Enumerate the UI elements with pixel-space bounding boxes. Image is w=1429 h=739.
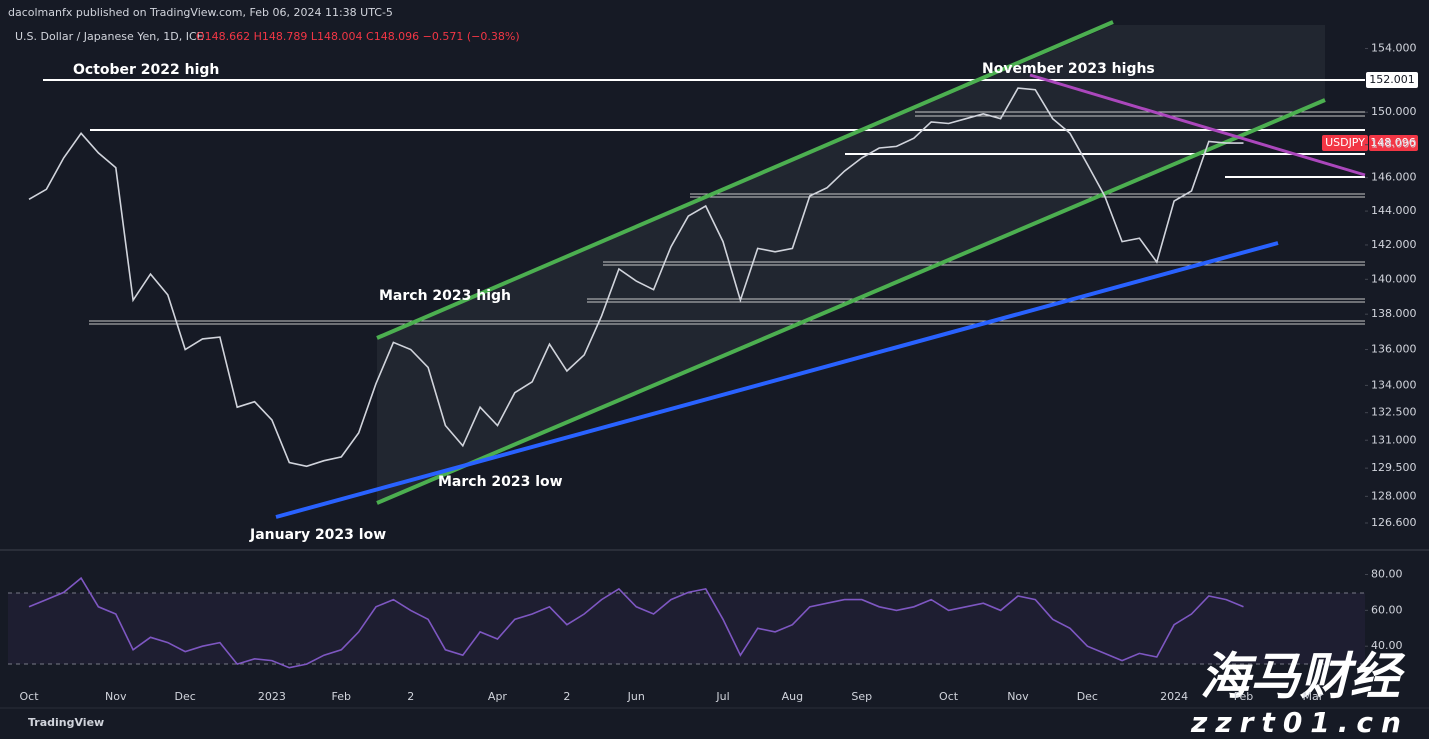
y-tick-label: 128.000 bbox=[1371, 489, 1417, 502]
y-tick-label: 129.500 bbox=[1371, 461, 1417, 474]
channel-upper bbox=[376, 20, 1114, 340]
channel-shade bbox=[377, 25, 1325, 503]
x-tick-label: Feb bbox=[332, 690, 351, 703]
watermark-name: 海马财经 bbox=[1200, 648, 1406, 706]
price-tag bbox=[1369, 135, 1418, 151]
watermark-site: zzrt01.cn bbox=[1190, 706, 1409, 739]
x-tick-label: Dec bbox=[1077, 690, 1098, 703]
x-tick-label: Jun bbox=[627, 690, 645, 703]
y-tick-label: 146.000 bbox=[1371, 171, 1417, 184]
annotation: March 2023 low bbox=[438, 474, 563, 490]
x-tick-label: Oct bbox=[939, 690, 959, 703]
ohlc: O148.662 H148.789 L148.004 C148.096 −0.5… bbox=[196, 30, 520, 43]
x-tick-label: Jul bbox=[715, 690, 729, 703]
y-tick-label: 144.000 bbox=[1371, 204, 1417, 217]
resistance-line bbox=[1029, 73, 1366, 177]
series-line bbox=[28, 87, 1244, 468]
x-tick-label: Nov bbox=[105, 690, 127, 703]
level-tag-text: 152.001 bbox=[1369, 73, 1415, 86]
y-tick-label: 40.00 bbox=[1371, 639, 1403, 652]
y-tick-label: 142.000 bbox=[1371, 238, 1417, 251]
x-tick-label: 2023 bbox=[258, 690, 286, 703]
y-tick-label: 134.000 bbox=[1371, 378, 1417, 391]
trendline bbox=[275, 241, 1279, 519]
y-tick-label: 148.000 bbox=[1371, 138, 1417, 151]
symbol: U.S. Dollar / Japanese Yen, 1D, ICE bbox=[15, 30, 204, 43]
rsi-band bbox=[8, 593, 1365, 664]
channel-lower bbox=[376, 98, 1326, 505]
y-tick-label: 126.600 bbox=[1371, 516, 1417, 529]
x-tick-label: Apr bbox=[488, 690, 508, 703]
y-tick-label: 154.000 bbox=[1371, 41, 1417, 54]
y-tick-label: 131.000 bbox=[1371, 433, 1417, 446]
level-tag bbox=[1366, 72, 1418, 88]
price-tag-text: 148.096 bbox=[1370, 136, 1416, 149]
symbol-tag bbox=[1322, 135, 1368, 151]
x-tick-label: Aug bbox=[782, 690, 803, 703]
y-tick-label: 140.000 bbox=[1371, 272, 1417, 285]
symbol-tag-text: USDJPY bbox=[1325, 136, 1365, 149]
y-tick-label: 132.500 bbox=[1371, 406, 1417, 419]
brand: TradingView bbox=[28, 716, 104, 729]
publisher: dacolmanfx published on TradingView.com,… bbox=[8, 6, 393, 19]
x-tick-label: Feb bbox=[1234, 690, 1253, 703]
y-tick-label: 60.00 bbox=[1371, 603, 1403, 616]
annotation: November 2023 highs bbox=[982, 61, 1155, 77]
y-tick-label: 136.000 bbox=[1371, 343, 1417, 356]
annotation: March 2023 high bbox=[379, 288, 511, 304]
x-tick-label: Dec bbox=[175, 690, 196, 703]
y-tick-label: 150.000 bbox=[1371, 105, 1417, 118]
x-tick-label: Mar bbox=[1303, 690, 1324, 703]
y-tick-label: 138.000 bbox=[1371, 307, 1417, 320]
annotation: January 2023 low bbox=[249, 527, 386, 543]
series-line bbox=[28, 576, 1244, 669]
y-tick-label: 80.00 bbox=[1371, 568, 1403, 581]
x-tick-label: 2 bbox=[407, 690, 414, 703]
x-tick-label: Nov bbox=[1007, 690, 1029, 703]
x-tick-label: 2 bbox=[563, 690, 570, 703]
x-tick-label: Sep bbox=[851, 690, 872, 703]
x-tick-label: Oct bbox=[19, 690, 39, 703]
x-tick-label: 2024 bbox=[1160, 690, 1188, 703]
annotation: October 2022 high bbox=[73, 62, 219, 78]
